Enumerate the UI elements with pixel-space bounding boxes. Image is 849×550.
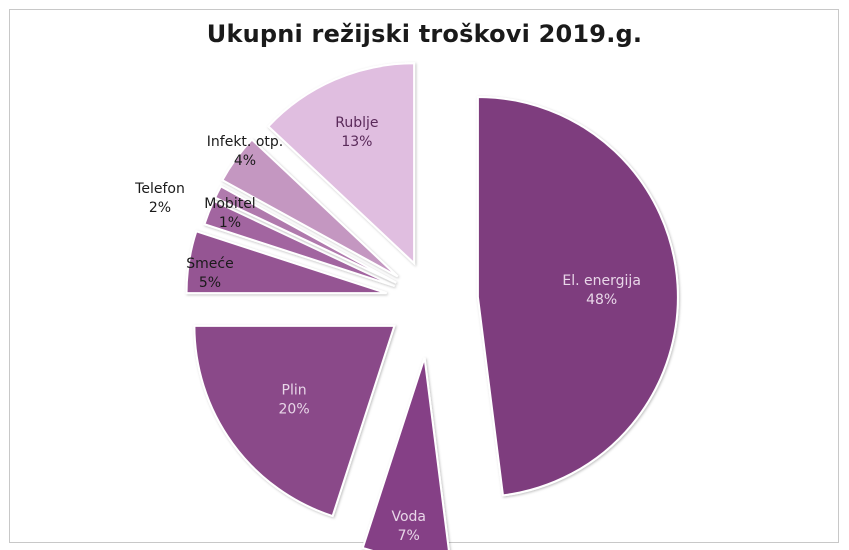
data-label-percent: 7%	[398, 528, 420, 544]
pie-labels: El. energija 48% Voda 7% Plin 20% Smeće 5% Telef…	[134, 115, 641, 544]
chart-title: Ukupni režijski troškovi 2019.g.	[206, 20, 643, 48]
pie-slice-voda	[361, 357, 450, 550]
data-label-name: Plin	[282, 383, 307, 399]
data-label-name: Smeće	[186, 256, 233, 272]
data-label-percent: 4%	[234, 153, 256, 169]
pie-slice-mobitel	[213, 185, 397, 284]
pie-slice-plin	[193, 324, 396, 518]
data-label-name: Telefon	[134, 181, 185, 197]
data-label-percent: 13%	[341, 134, 372, 150]
data-label-name: Mobitel	[204, 196, 255, 212]
data-label-name: Infekt. otp.	[207, 134, 283, 150]
data-label-name: El. energija	[562, 273, 641, 289]
pie-slice-el-energija	[476, 95, 679, 497]
pie-slice-infekt-otp	[221, 138, 399, 278]
data-label-percent: 5%	[199, 275, 221, 291]
pie-slices	[185, 62, 679, 550]
data-label-percent: 2%	[149, 200, 171, 216]
data-label-name: Voda	[391, 509, 426, 525]
data-label-percent: 48%	[586, 292, 617, 308]
data-label-percent: 1%	[219, 215, 241, 231]
data-label-name: Rublje	[335, 115, 378, 131]
pie-slice-rublje	[266, 62, 416, 266]
pie-slice-sme-e	[185, 230, 387, 295]
data-label-percent: 20%	[279, 402, 310, 418]
pie-slice-telefon	[203, 199, 396, 287]
